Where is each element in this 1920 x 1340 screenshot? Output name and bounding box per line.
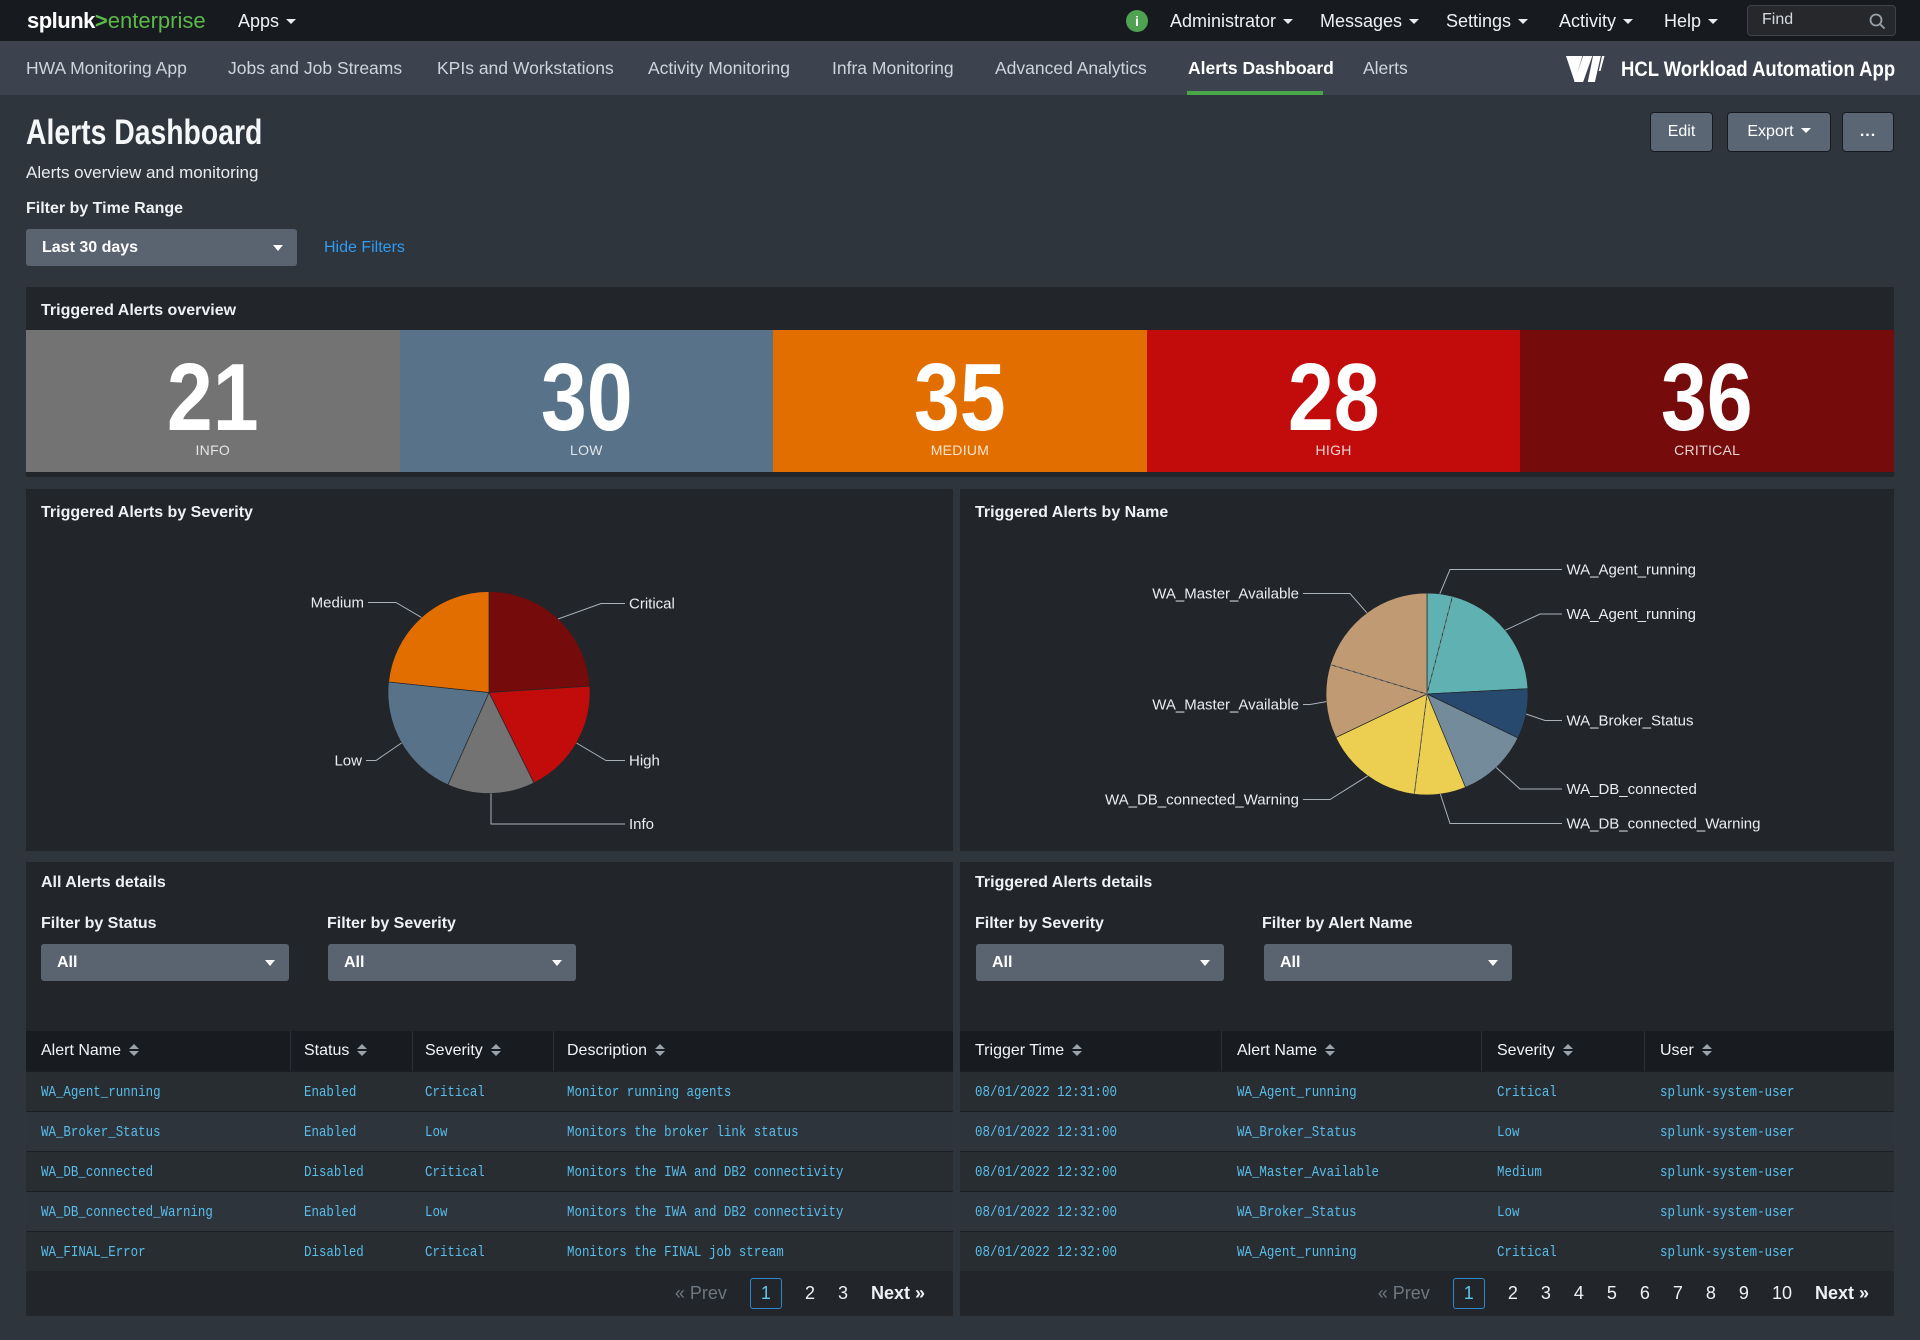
svg-text:Medium: Medium xyxy=(311,595,364,612)
svg-text:WA_DB_connected_Warning: WA_DB_connected_Warning xyxy=(1567,816,1761,833)
svg-text:WA_Agent_running: WA_Agent_running xyxy=(1567,606,1697,623)
svg-text:WA_Master_Available: WA_Master_Available xyxy=(1152,697,1299,714)
svg-text:Low: Low xyxy=(334,753,362,770)
svg-text:WA_Broker_Status: WA_Broker_Status xyxy=(1567,713,1694,730)
svg-text:WA_DB_connected: WA_DB_connected xyxy=(1567,781,1697,798)
svg-text:WA_Master_Available: WA_Master_Available xyxy=(1152,586,1299,603)
svg-text:Critical: Critical xyxy=(629,596,675,613)
svg-text:WA_DB_connected_Warning: WA_DB_connected_Warning xyxy=(1105,792,1299,809)
svg-text:Info: Info xyxy=(629,816,654,833)
svg-text:WA_Agent_running: WA_Agent_running xyxy=(1567,562,1697,579)
svg-text:High: High xyxy=(629,753,660,770)
